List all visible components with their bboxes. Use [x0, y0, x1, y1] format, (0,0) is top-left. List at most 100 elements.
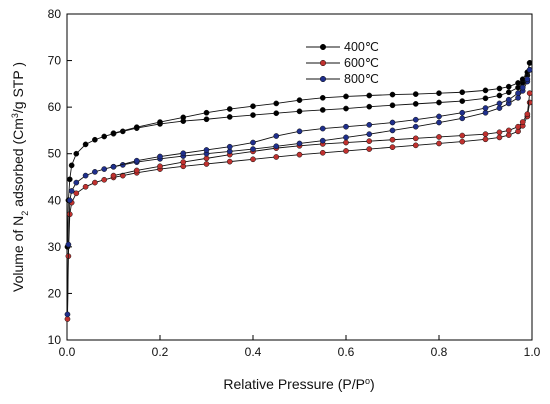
series-400-desorption-point [366, 92, 373, 99]
series-400-adsorption-point [389, 102, 396, 109]
series-600-adsorption-point [203, 161, 210, 167]
series-400-adsorption-point [101, 133, 108, 140]
series-800-desorption-point [459, 109, 466, 116]
series-600-adsorption-point [296, 151, 303, 158]
series-800-adsorption-point [273, 143, 280, 150]
y-axis-title-superscript: 3 [10, 113, 20, 118]
series-800-adsorption-point [343, 134, 349, 141]
legend-label: 400℃ [344, 40, 379, 54]
series-800-adsorption-point [92, 169, 98, 175]
series-400-desorption-point [203, 109, 210, 116]
series-800-adsorption-line [67, 69, 531, 315]
series-400-adsorption-point [92, 136, 98, 143]
series-600-desorption-point [110, 172, 117, 179]
series-800-desorption-point [203, 147, 210, 153]
x-axis-title-superscript: o [365, 376, 370, 386]
series-400-adsorption-point [412, 101, 419, 107]
y-tick-label: 30 [48, 240, 62, 254]
series-layer [64, 60, 533, 322]
series-800-adsorption-point [82, 172, 89, 179]
series-800-adsorption-point [73, 179, 80, 186]
series-800-desorption-point [180, 150, 187, 157]
series-400-adsorption-point [73, 150, 80, 157]
series-400-desorption-point [459, 89, 466, 96]
x-tick-label: 0.4 [245, 345, 262, 359]
series-800-desorption-point [157, 153, 163, 160]
series-800-desorption-point [436, 113, 442, 120]
legend: 400℃ 600℃ 800℃ [306, 40, 379, 86]
series-400-adsorption-point [366, 103, 373, 110]
x-axis-ticks: 0.0 0.2 0.4 0.6 0.8 1.0 [59, 335, 541, 359]
series-800-desorption-point [482, 105, 489, 111]
series-800-desorption-point [515, 90, 521, 97]
series-800-adsorption-point [64, 311, 71, 318]
series-400-desorption-point [505, 83, 512, 90]
series-800-adsorption-point [250, 146, 256, 152]
series-400-desorption-point [496, 85, 503, 92]
series-400-adsorption-point [273, 110, 280, 117]
series-800-desorption-point [319, 125, 326, 132]
series-600-adsorption-point [250, 156, 256, 163]
x-tick-label: 0.2 [152, 345, 169, 359]
series-400-adsorption-point [82, 141, 89, 148]
series-400-desorption-point [389, 91, 396, 98]
series-800 [64, 67, 533, 318]
y-tick-label: 80 [48, 7, 62, 21]
series-600-adsorption-point [459, 138, 466, 145]
series-800-adsorption-point [412, 123, 419, 130]
series-800-adsorption-point [436, 119, 442, 126]
series-600-adsorption-point [273, 154, 280, 160]
series-600-adsorption-point [226, 158, 233, 165]
series-600-adsorption-point [101, 176, 108, 183]
series-800-desorption-point [505, 96, 512, 103]
series-600-desorption-point [436, 134, 442, 140]
series-600-desorption-point [526, 90, 533, 97]
series-400-adsorption-point [226, 114, 233, 120]
series-600-adsorption-point [526, 99, 533, 106]
series-600-desorption-line [113, 93, 531, 177]
series-600-adsorption-point [366, 146, 373, 152]
y-tick-label: 40 [48, 193, 62, 207]
series-600-adsorption-point [119, 172, 126, 179]
series-400-desorption-point [526, 60, 533, 66]
series-600-adsorption-point [389, 144, 396, 151]
series-400-adsorption-point [482, 95, 489, 102]
series-400-desorption-point [110, 130, 117, 137]
series-600-desorption-point [343, 139, 349, 146]
series-400-desorption-point [515, 80, 521, 86]
series-400-desorption-point [180, 114, 187, 121]
series-600-desorption-point [412, 135, 419, 142]
series-800-desorption-point [519, 84, 526, 91]
y-tick-label: 70 [48, 54, 62, 68]
series-400-adsorption-point [296, 108, 303, 115]
y-tick-label: 20 [48, 286, 62, 300]
legend-item-800: 800℃ [306, 72, 379, 86]
series-600-desorption-point [524, 111, 531, 117]
series-400-desorption-point [273, 100, 280, 107]
series-800-desorption-point [524, 76, 531, 83]
plot-frame [66, 13, 533, 341]
legend-label: 600℃ [344, 56, 379, 70]
legend-marker [319, 75, 327, 83]
series-800-adsorption-point [65, 241, 72, 248]
series-600-desorption-point [505, 127, 512, 134]
series-800-desorption-point [496, 100, 503, 107]
series-600 [64, 90, 533, 322]
series-600-adsorption-point [343, 148, 349, 154]
series-800-adsorption-point [68, 188, 75, 194]
series-800-adsorption-point [389, 127, 396, 134]
series-400-adsorption-point [459, 98, 466, 104]
series-400-adsorption-point [319, 107, 326, 113]
series-400-desorption-point [157, 119, 163, 125]
series-800-desorption-point [273, 133, 280, 139]
x-tick-label: 1.0 [524, 345, 541, 359]
y-tick-label: 50 [48, 147, 62, 161]
series-600-adsorption-point [82, 183, 89, 190]
series-800-adsorption-point [296, 140, 303, 147]
series-600-adsorption-point [412, 142, 419, 149]
series-800-adsorption-point [366, 131, 373, 137]
series-600-adsorption-point [73, 190, 80, 197]
series-400-desorption-point [412, 91, 419, 97]
